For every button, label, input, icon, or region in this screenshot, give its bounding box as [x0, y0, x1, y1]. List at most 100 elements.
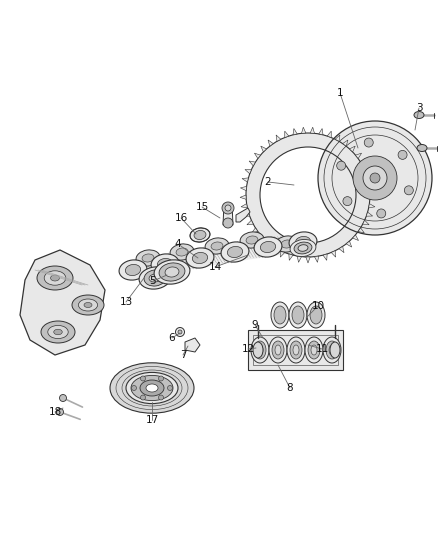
Ellipse shape — [149, 274, 161, 282]
Ellipse shape — [131, 375, 173, 401]
Polygon shape — [343, 140, 348, 146]
Ellipse shape — [186, 248, 214, 268]
Circle shape — [131, 385, 137, 391]
Circle shape — [141, 376, 145, 381]
Ellipse shape — [142, 254, 154, 262]
Polygon shape — [276, 135, 281, 141]
Ellipse shape — [136, 250, 160, 266]
Polygon shape — [185, 338, 200, 352]
Circle shape — [222, 202, 234, 214]
Text: 9: 9 — [252, 320, 258, 330]
Ellipse shape — [170, 244, 194, 260]
Text: 1: 1 — [337, 88, 343, 98]
Ellipse shape — [318, 121, 432, 235]
Ellipse shape — [353, 156, 397, 200]
Polygon shape — [251, 228, 258, 233]
Ellipse shape — [272, 341, 284, 359]
Ellipse shape — [290, 341, 302, 359]
Polygon shape — [20, 250, 105, 355]
Circle shape — [178, 330, 182, 334]
Ellipse shape — [290, 239, 316, 256]
Polygon shape — [236, 208, 250, 222]
Polygon shape — [310, 127, 314, 133]
Polygon shape — [297, 256, 301, 262]
Polygon shape — [272, 246, 277, 253]
Ellipse shape — [257, 345, 263, 355]
Polygon shape — [242, 178, 248, 182]
Circle shape — [159, 376, 163, 381]
Polygon shape — [314, 256, 319, 262]
Ellipse shape — [54, 329, 62, 335]
Polygon shape — [240, 195, 246, 199]
Text: 18: 18 — [48, 407, 62, 417]
Circle shape — [225, 205, 231, 211]
Ellipse shape — [298, 245, 308, 251]
Polygon shape — [247, 220, 253, 225]
Ellipse shape — [311, 345, 317, 355]
Polygon shape — [369, 187, 376, 191]
Polygon shape — [369, 204, 375, 208]
Ellipse shape — [332, 135, 418, 221]
Ellipse shape — [125, 264, 141, 276]
Circle shape — [223, 218, 233, 228]
Polygon shape — [358, 228, 364, 233]
Ellipse shape — [126, 373, 178, 403]
Ellipse shape — [260, 147, 356, 243]
Polygon shape — [261, 146, 266, 152]
Ellipse shape — [417, 144, 427, 151]
Text: 11: 11 — [315, 344, 328, 354]
Ellipse shape — [194, 230, 206, 239]
Ellipse shape — [254, 341, 266, 359]
Polygon shape — [254, 153, 261, 158]
Polygon shape — [289, 254, 293, 260]
Ellipse shape — [176, 248, 188, 256]
Polygon shape — [353, 235, 359, 240]
Polygon shape — [335, 135, 340, 141]
Circle shape — [176, 327, 184, 336]
Ellipse shape — [157, 259, 173, 270]
Ellipse shape — [253, 342, 263, 358]
Ellipse shape — [165, 267, 179, 277]
Bar — [248, 330, 343, 370]
Polygon shape — [323, 254, 327, 260]
Ellipse shape — [275, 236, 299, 252]
Ellipse shape — [330, 342, 340, 358]
Text: 8: 8 — [287, 383, 293, 393]
Circle shape — [167, 385, 173, 391]
Circle shape — [141, 395, 145, 400]
Text: 17: 17 — [145, 415, 159, 425]
Text: 15: 15 — [195, 202, 208, 212]
Polygon shape — [346, 241, 352, 247]
Polygon shape — [223, 204, 233, 225]
Ellipse shape — [140, 380, 164, 396]
Polygon shape — [306, 257, 310, 263]
Circle shape — [60, 394, 67, 401]
Polygon shape — [350, 146, 355, 152]
Ellipse shape — [192, 253, 208, 263]
Polygon shape — [245, 169, 251, 174]
Text: 14: 14 — [208, 262, 222, 272]
Text: 3: 3 — [416, 103, 422, 113]
Text: 13: 13 — [120, 297, 133, 307]
Ellipse shape — [293, 345, 299, 355]
Ellipse shape — [240, 232, 264, 248]
Polygon shape — [319, 128, 323, 135]
Polygon shape — [331, 251, 336, 257]
Text: 2: 2 — [265, 177, 271, 187]
Ellipse shape — [72, 295, 104, 315]
Ellipse shape — [84, 303, 92, 308]
Ellipse shape — [323, 337, 341, 363]
Polygon shape — [363, 220, 369, 225]
Text: 12: 12 — [241, 344, 254, 354]
Ellipse shape — [190, 228, 210, 242]
Polygon shape — [244, 212, 250, 216]
Ellipse shape — [275, 345, 281, 355]
Ellipse shape — [292, 306, 304, 324]
Ellipse shape — [44, 271, 66, 285]
Ellipse shape — [221, 242, 249, 262]
Ellipse shape — [254, 237, 282, 257]
Circle shape — [404, 186, 413, 195]
Ellipse shape — [308, 341, 320, 359]
Ellipse shape — [287, 337, 305, 363]
Ellipse shape — [260, 241, 276, 253]
